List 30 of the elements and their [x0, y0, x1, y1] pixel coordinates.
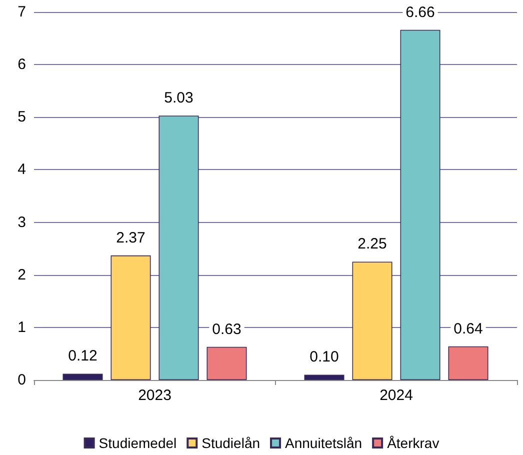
bar	[352, 262, 392, 380]
data-label: 5.03	[164, 90, 194, 107]
bar	[110, 255, 151, 380]
y-tick-label: 0	[18, 372, 26, 388]
data-label: 2.37	[116, 229, 146, 246]
bar	[448, 346, 488, 380]
bar	[158, 116, 199, 380]
legend-label: Annuitetslån	[285, 435, 362, 451]
data-label: 0.63	[212, 320, 242, 338]
data-label: 6.66	[406, 4, 435, 21]
legend-label: Studielån	[202, 435, 260, 451]
y-tick-label: 4	[18, 161, 26, 178]
y-tick-label: 7	[18, 4, 26, 20]
y-tick-label: 2	[18, 266, 26, 284]
data-label: 0.10	[310, 348, 339, 366]
y-tick-label: 1	[18, 318, 26, 336]
y-tick-label: 5	[18, 108, 26, 126]
y-tick-label: 3	[18, 214, 26, 231]
bar	[206, 346, 247, 380]
bar	[62, 374, 103, 380]
bar	[304, 374, 344, 380]
data-label: 0.12	[68, 348, 98, 365]
bar	[400, 30, 440, 380]
x-tick-label: 2023	[138, 387, 172, 404]
legend-label: Studiemedel	[98, 435, 177, 451]
data-label: 2.25	[358, 236, 387, 253]
x-tick-label: 2024	[380, 387, 413, 404]
data-label: 0.64	[454, 320, 483, 338]
legend-label: Återkrav	[387, 435, 440, 451]
y-tick-label: 6	[18, 56, 26, 74]
